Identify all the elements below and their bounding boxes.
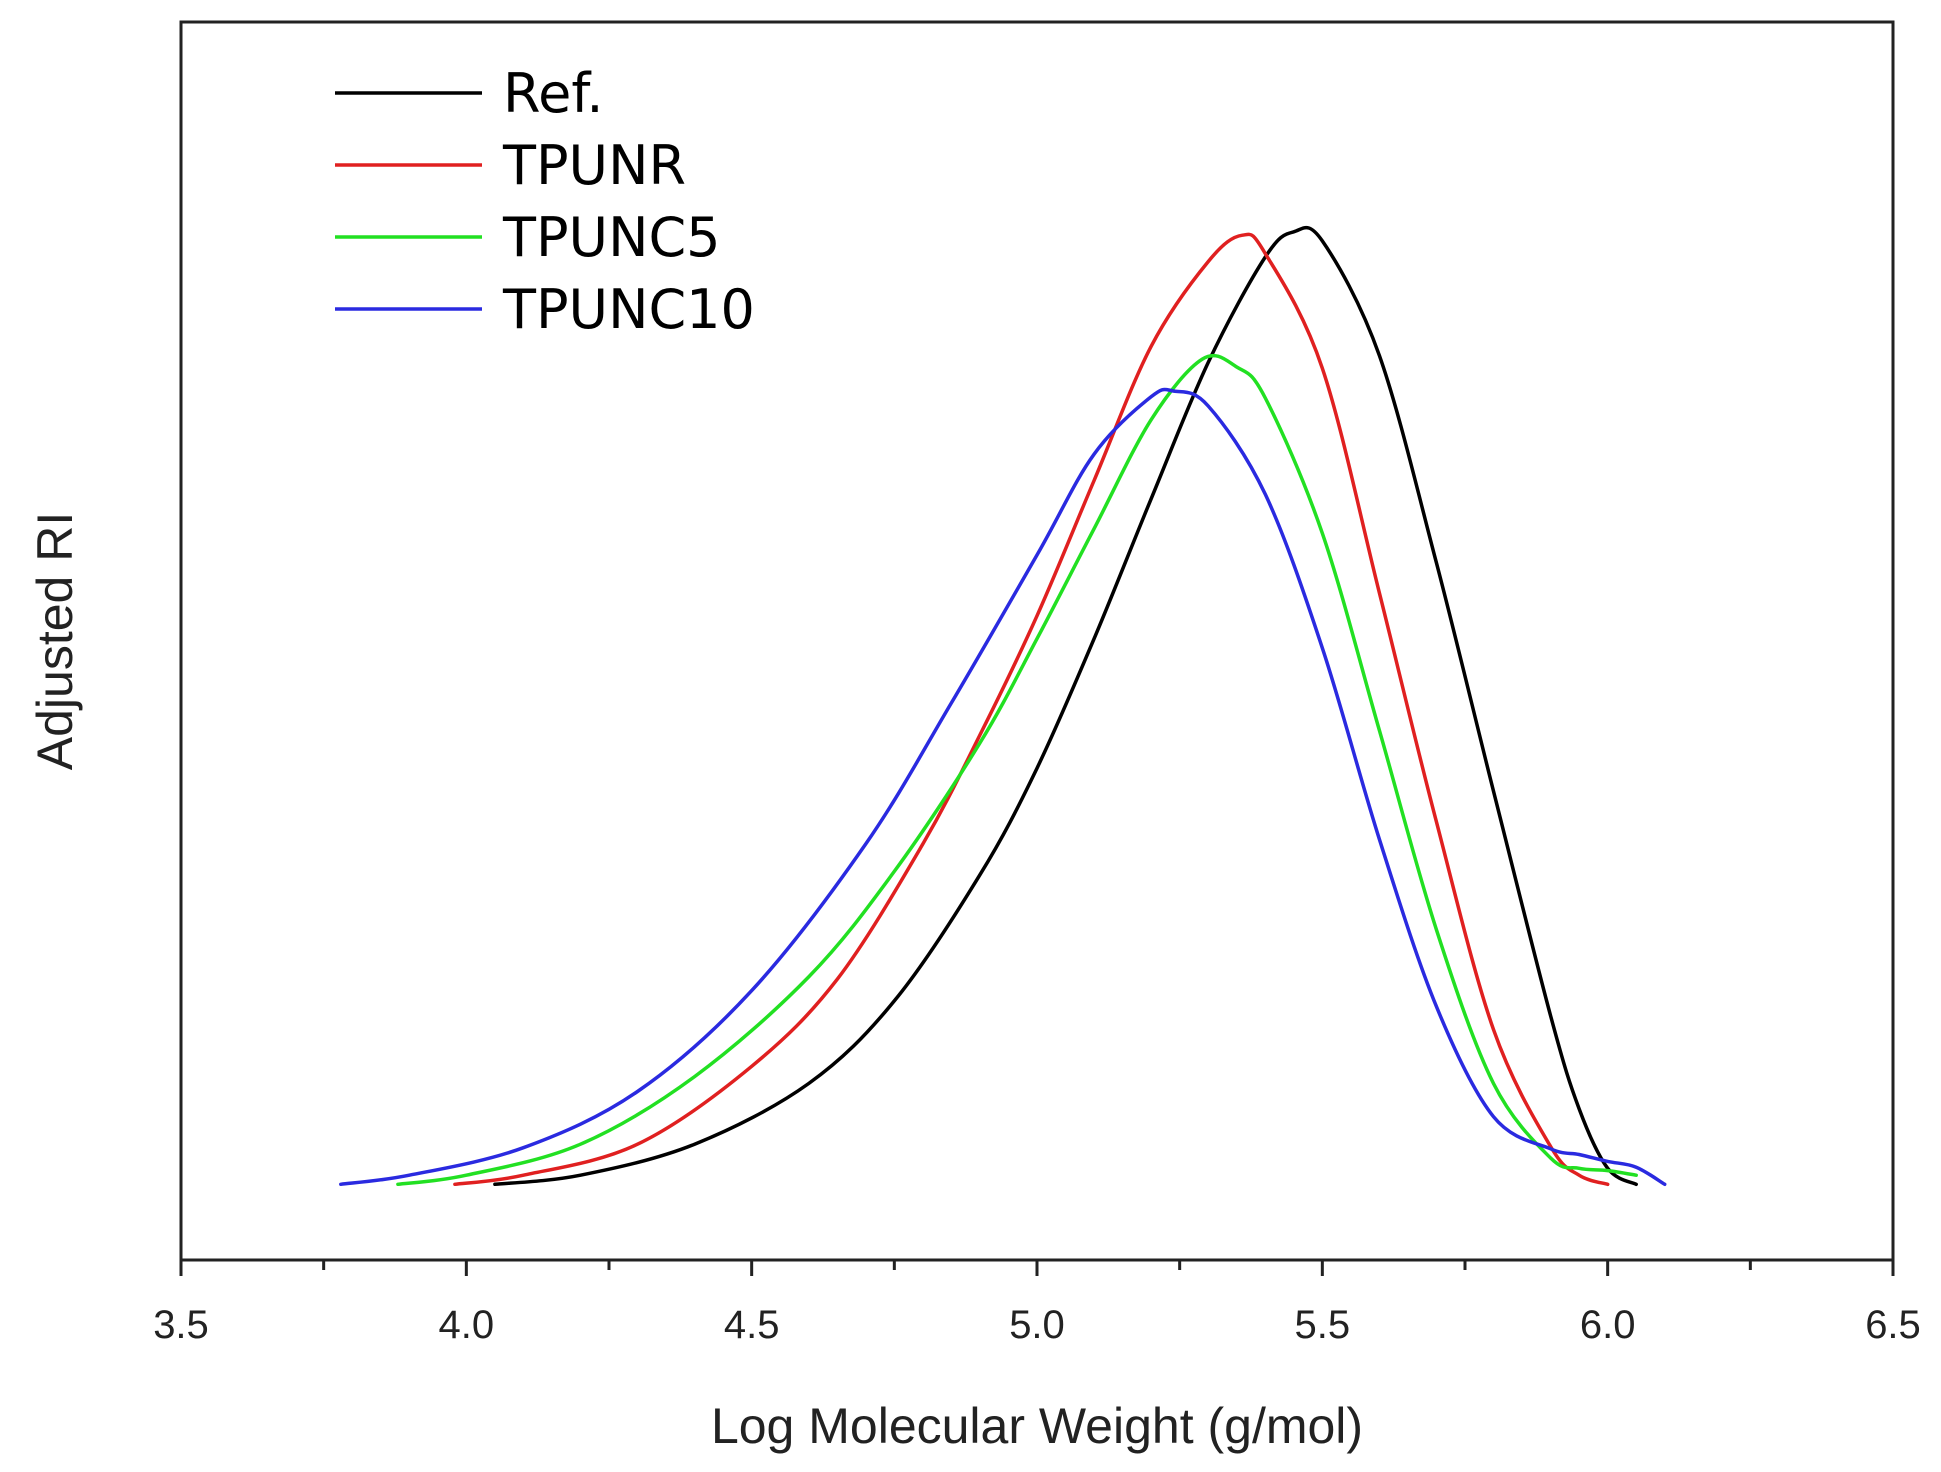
x-tick-label: 6.5 — [1865, 1303, 1921, 1347]
legend-label: TPUNR — [502, 134, 686, 197]
x-tick-label: 5.0 — [1009, 1303, 1065, 1347]
x-tick-label: 3.5 — [153, 1303, 209, 1347]
legend-label: TPUNC10 — [502, 278, 755, 341]
legend-label: Ref. — [503, 62, 604, 125]
x-tick-label: 4.0 — [439, 1303, 495, 1347]
x-axis-title: Log Molecular Weight (g/mol) — [711, 1398, 1363, 1454]
x-tick-label: 5.5 — [1295, 1303, 1351, 1347]
legend-label: TPUNC5 — [502, 206, 721, 269]
series-line-tpunc10 — [339, 387, 1667, 1187]
series-line-tpunc5 — [396, 353, 1638, 1187]
x-tick-label: 4.5 — [724, 1303, 780, 1347]
x-tick-label: 6.0 — [1580, 1303, 1636, 1347]
series-line-tpunr — [453, 232, 1610, 1187]
x-axis-tick-labels: 3.5 4.0 4.5 5.0 5.5 6.0 6.5 — [153, 1303, 1921, 1347]
x-axis-ticks — [179, 1260, 1895, 1276]
series-lines — [339, 225, 1667, 1187]
series-line-ref — [493, 225, 1638, 1187]
y-axis-title: Adjusted RI — [27, 512, 83, 770]
legend: Ref. TPUNR TPUNC5 TPUNC10 — [335, 62, 755, 341]
